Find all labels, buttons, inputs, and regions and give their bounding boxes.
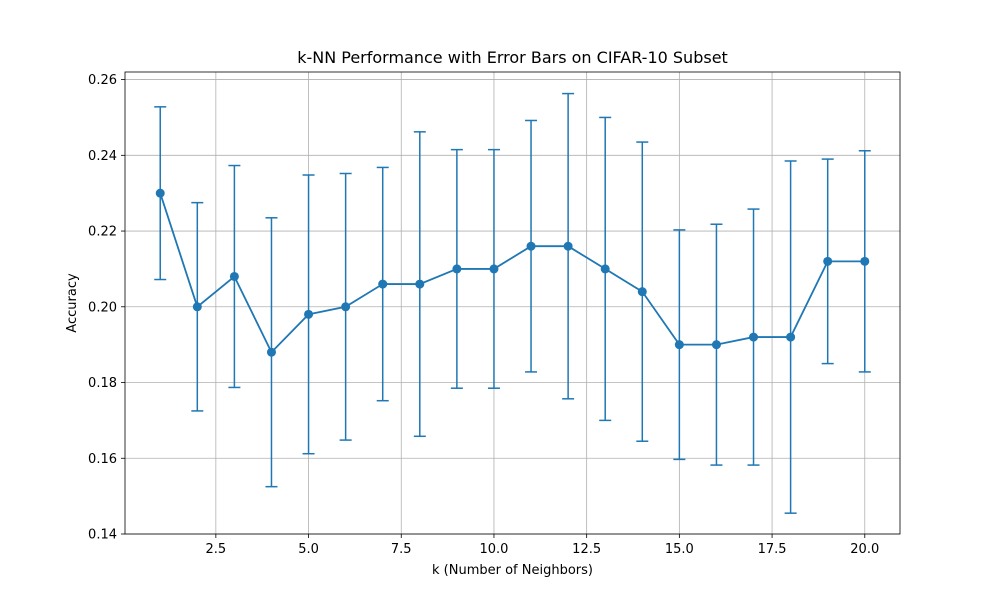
data-point xyxy=(489,264,499,274)
data-point xyxy=(526,241,536,251)
data-point xyxy=(600,264,610,274)
plot-frame xyxy=(124,71,901,535)
series-layer xyxy=(154,92,871,514)
data-point xyxy=(674,340,684,350)
y-tick-label: 0.22 xyxy=(88,225,117,240)
x-tick-label: 15.0 xyxy=(665,542,694,557)
data-point xyxy=(304,309,314,319)
grid xyxy=(125,72,900,535)
chart-title: k-NN Performance with Error Bars on CIFA… xyxy=(297,48,728,67)
y-tick-label: 0.26 xyxy=(88,73,117,88)
series-line xyxy=(159,192,865,354)
x-tick-label: 5.0 xyxy=(298,542,319,557)
data-point xyxy=(860,256,870,266)
y-tick-label: 0.16 xyxy=(88,452,117,467)
x-tick-label: 17.5 xyxy=(758,542,787,557)
x-tick-label: 10.0 xyxy=(479,542,508,557)
x-tick-label: 12.5 xyxy=(572,542,601,557)
data-point xyxy=(415,279,425,289)
data-point xyxy=(711,340,721,350)
x-tick-label: 7.5 xyxy=(391,542,412,557)
data-point xyxy=(749,332,759,342)
y-axis-label: Accuracy xyxy=(65,273,80,333)
y-tick-label: 0.18 xyxy=(88,376,117,391)
x-tick-label: 20.0 xyxy=(850,542,879,557)
data-point xyxy=(378,279,388,289)
y-tick-label: 0.14 xyxy=(88,528,117,543)
data-point xyxy=(341,302,351,312)
data-point xyxy=(229,271,239,281)
data-point xyxy=(786,332,796,342)
data-point xyxy=(155,188,165,198)
data-point xyxy=(266,347,276,357)
x-axis-label: k (Number of Neighbors) xyxy=(432,563,593,578)
data-point xyxy=(823,256,833,266)
data-point xyxy=(563,241,573,251)
data-point xyxy=(637,287,647,297)
y-tick-label: 0.24 xyxy=(88,149,117,164)
x-tick-label: 2.5 xyxy=(206,542,227,557)
data-point xyxy=(452,264,462,274)
axis-ticks: 2.5 5.0 7.5 10.0 12.5 15.0 17.5 20.0 0.14 0.16 0.1… xyxy=(88,73,879,557)
data-point xyxy=(192,302,202,312)
y-tick-label: 0.20 xyxy=(88,300,117,315)
